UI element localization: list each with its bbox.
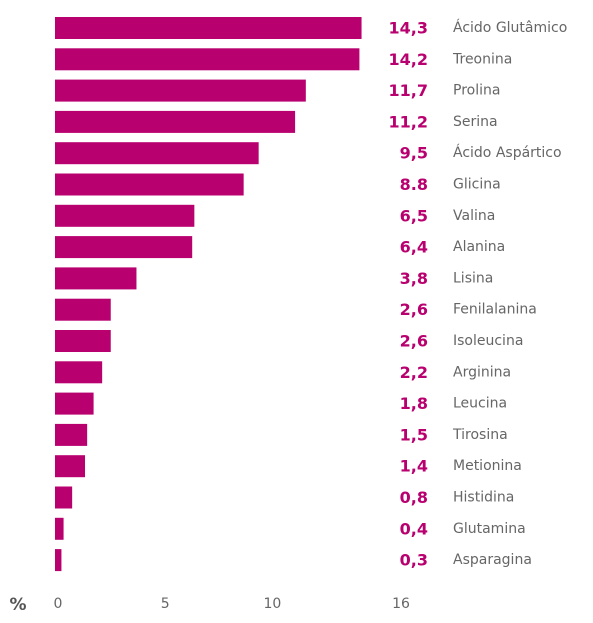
value-label: 8.8 <box>400 175 428 194</box>
value-label: 11,2 <box>389 112 428 131</box>
category-label: Alanina <box>453 239 505 255</box>
x-tick-label: 0 <box>54 596 63 612</box>
bar <box>55 517 64 540</box>
category-label: Serina <box>453 114 498 130</box>
category-label: Histidina <box>453 490 514 506</box>
x-axis-label: % <box>9 595 26 615</box>
bar <box>55 549 62 572</box>
category-label: Valina <box>453 208 495 224</box>
bar <box>55 330 111 352</box>
value-label: 0,8 <box>400 488 428 507</box>
category-label: Ácido Glutâmico <box>453 19 567 36</box>
value-label: 14,3 <box>389 19 428 38</box>
category-label: Glicina <box>453 177 501 193</box>
category-label: Metionina <box>453 458 522 474</box>
value-label: 3,8 <box>400 269 428 288</box>
bar <box>55 204 195 227</box>
x-tick-label: 16 <box>392 596 410 612</box>
value-label: 1,5 <box>400 425 428 444</box>
bar <box>55 110 296 133</box>
category-label: Tirosina <box>452 427 508 443</box>
bar <box>55 142 259 165</box>
category-label: Isoleucina <box>453 333 523 349</box>
bar <box>55 17 362 39</box>
value-label: 2,6 <box>400 300 428 319</box>
value-label: 1,4 <box>400 457 428 476</box>
category-label: Arginina <box>453 364 511 380</box>
category-label: Glutamina <box>453 521 526 537</box>
value-label: 2,6 <box>400 332 428 351</box>
category-label: Leucina <box>453 396 507 412</box>
x-tick-label: 10 <box>263 596 281 612</box>
bar <box>55 361 103 384</box>
value-label: 9,5 <box>400 144 428 163</box>
value-label: 1,8 <box>400 394 428 413</box>
bar <box>55 173 244 196</box>
category-label: Treonina <box>452 51 512 67</box>
bar <box>55 455 86 478</box>
value-label: 0,3 <box>400 551 428 570</box>
value-label: 0,4 <box>400 519 428 538</box>
category-label: Prolina <box>453 83 500 99</box>
x-tick-label: 5 <box>161 596 170 612</box>
bar <box>55 486 73 509</box>
value-label: 6,4 <box>400 238 428 257</box>
category-label: Fenilalanina <box>453 302 537 318</box>
bar <box>55 423 88 446</box>
category-label: Ácido Aspártico <box>453 144 562 161</box>
bar <box>55 236 193 259</box>
bar <box>55 392 94 415</box>
value-label: 6,5 <box>400 206 428 225</box>
value-label: 11,7 <box>389 81 428 100</box>
value-label: 2,2 <box>400 363 428 382</box>
category-label: Asparagina <box>453 552 532 568</box>
bar <box>55 267 137 290</box>
bar <box>55 79 306 102</box>
bar <box>55 298 111 321</box>
bar <box>55 48 360 71</box>
value-label: 14,2 <box>389 50 428 69</box>
category-label: Lisina <box>453 270 493 286</box>
